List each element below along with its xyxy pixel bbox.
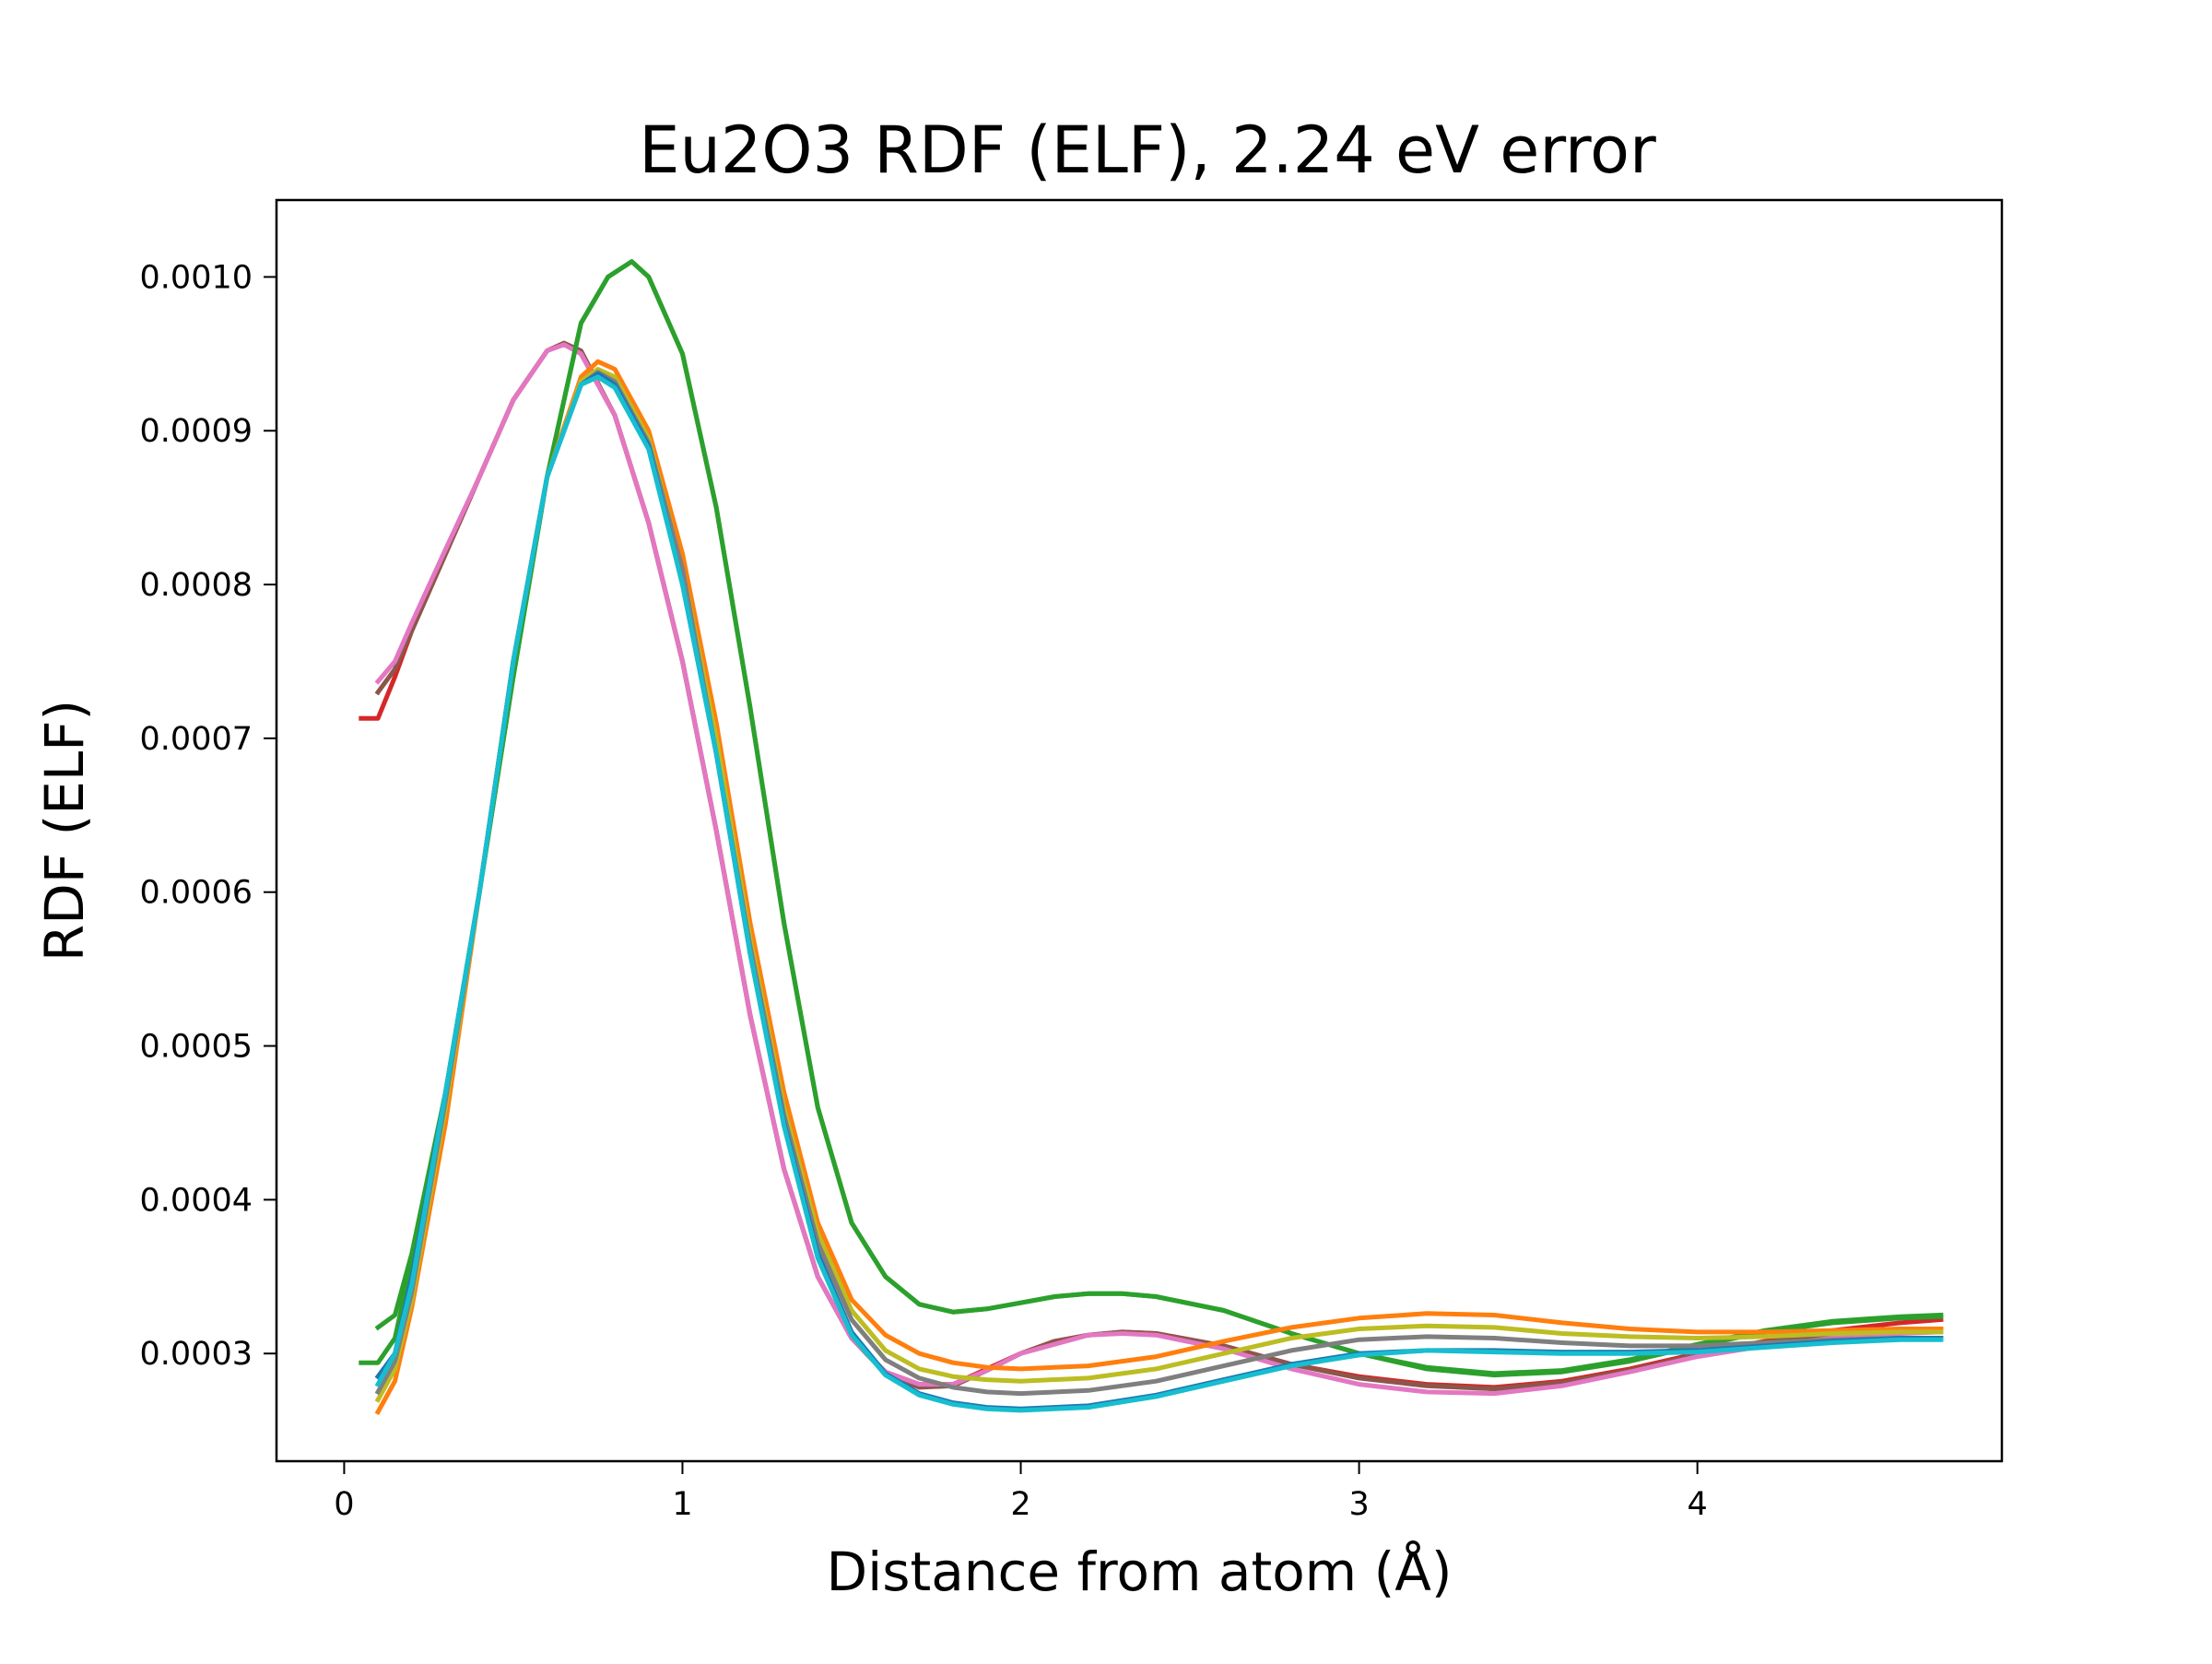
y-tick-label: 0.0005 (140, 1029, 253, 1066)
plot-frame (275, 198, 2004, 1463)
x-tick-label: 0 (334, 1486, 354, 1523)
x-tick-label: 1 (672, 1486, 692, 1523)
y-tick-label: 0.0004 (140, 1182, 253, 1219)
x-axis: 0 1 2 3 4 (334, 1461, 1708, 1523)
y-tick-label: 0.0008 (140, 567, 253, 604)
series-line-10 (374, 374, 1944, 1413)
y-axis: 0.0003 0.0004 0.0005 0.0006 0.0007 0.0008 0.00… (140, 259, 276, 1373)
y-tick-label: 0.0006 (140, 875, 253, 912)
x-tick-label: 3 (1348, 1486, 1369, 1523)
x-tick-label: 4 (1688, 1486, 1708, 1523)
y-tick-label: 0.0007 (140, 721, 253, 758)
y-axis-label: RDF (ELF) (33, 700, 96, 962)
series-line-3 (374, 342, 1944, 1397)
series-line-5 (374, 259, 1944, 1376)
y-tick-label: 0.0010 (140, 259, 253, 296)
x-tick-label: 2 (1010, 1486, 1030, 1523)
y-tick-label: 0.0009 (140, 413, 253, 450)
chart-title: Eu2O3 RDF (ELF), 2.24 eV error (639, 112, 1656, 188)
x-axis-label: Distance from atom (Å) (826, 1540, 1452, 1603)
plot-area (359, 259, 1944, 1415)
y-tick-label: 0.0003 (140, 1336, 253, 1373)
